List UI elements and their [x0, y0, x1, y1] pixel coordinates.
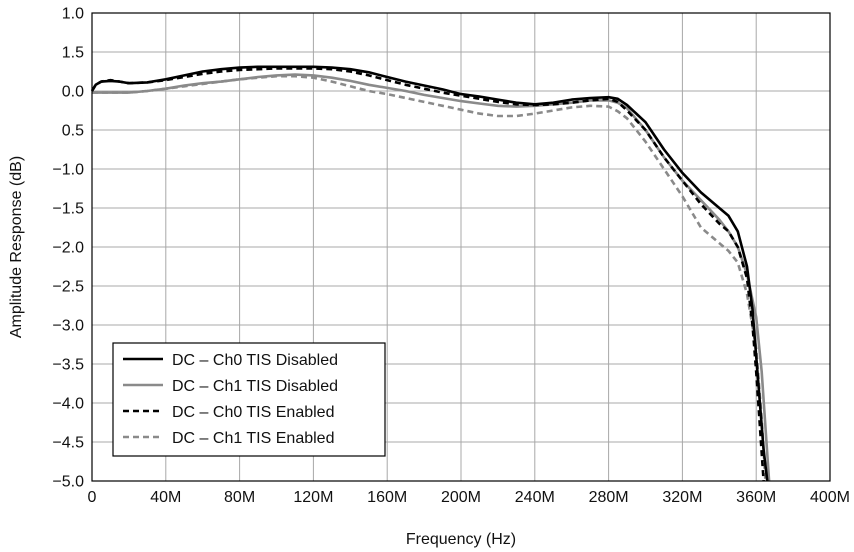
x-tick-label: 0 — [88, 489, 97, 506]
x-axis-label: Frequency (Hz) — [406, 531, 516, 548]
series-line-3 — [92, 74, 767, 482]
legend-label: DC – Ch1 TIS Disabled — [172, 378, 338, 395]
y-tick-label: −3.5 — [52, 357, 84, 374]
y-tick-label: −5.0 — [52, 474, 84, 491]
legend-label: DC – Ch1 TIS Enabled — [172, 430, 334, 447]
x-tick-label: 360M — [736, 489, 776, 506]
y-tick-label: −2.5 — [52, 279, 84, 296]
x-tick-label: 200M — [441, 489, 481, 506]
y-tick-label: −1.0 — [52, 162, 84, 179]
x-tick-label: 240M — [515, 489, 555, 506]
legend-label: DC – Ch0 TIS Enabled — [172, 404, 334, 421]
axis-ticks: 0 40M 80M 120M 160M 200M 240M 280M 320M 360M 400M 1… — [52, 6, 850, 507]
x-tick-label: 40M — [150, 489, 181, 506]
plot-frame — [91, 12, 831, 482]
x-tick-label: 120M — [293, 489, 333, 506]
y-tick-label: −2.0 — [52, 240, 84, 257]
y-tick-label: −1.5 — [52, 201, 84, 218]
x-tick-label: 80M — [224, 489, 255, 506]
y-tick-label: 1.5 — [62, 45, 84, 62]
x-tick-label: 400M — [810, 489, 850, 506]
y-tick-label: 1.0 — [62, 6, 84, 23]
legend: DC – Ch0 TIS Disabled DC – Ch1 TIS Disabl… — [112, 342, 386, 457]
series-line-2 — [90, 67, 765, 482]
x-tick-label: 280M — [589, 489, 629, 506]
y-tick-label: −3.0 — [52, 318, 84, 335]
y-tick-label: −4.5 — [52, 435, 84, 452]
series-line-0 — [90, 65, 769, 482]
series-line-1 — [92, 73, 771, 482]
x-tick-label: 160M — [367, 489, 407, 506]
x-tick-label: 320M — [662, 489, 702, 506]
y-tick-label: 0.0 — [62, 84, 84, 101]
y-tick-label: −4.0 — [52, 396, 84, 413]
y-tick-label: 0.5 — [62, 123, 84, 140]
series-lines — [90, 65, 771, 482]
legend-label: DC – Ch0 TIS Disabled — [172, 352, 338, 369]
y-axis-label: Amplitude Response (dB) — [8, 156, 25, 338]
